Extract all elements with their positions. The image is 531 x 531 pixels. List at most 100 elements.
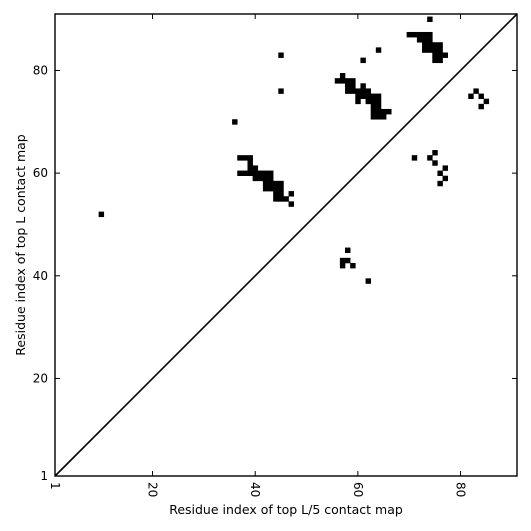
contact-point	[411, 155, 418, 161]
y-tick-label: 40	[33, 269, 48, 283]
contact-point	[375, 47, 382, 53]
contact-point	[278, 185, 284, 192]
contact-point	[262, 175, 269, 182]
plot-area	[54, 13, 518, 477]
contact-point	[268, 170, 274, 176]
contact-point	[262, 180, 269, 187]
contact-point	[432, 52, 438, 58]
contact-point	[370, 103, 377, 110]
contact-point	[427, 42, 433, 48]
contact-point	[247, 170, 253, 176]
contact-point	[416, 31, 423, 38]
contact-point	[278, 180, 284, 187]
contact-point	[422, 31, 428, 38]
contact-point	[442, 52, 448, 58]
contact-point	[350, 88, 356, 94]
contact-point	[432, 57, 438, 64]
contact-point	[478, 93, 484, 99]
contact-point	[427, 47, 433, 53]
contact-point	[437, 47, 443, 53]
y-tick-label: 60	[33, 166, 48, 180]
contact-point	[370, 98, 377, 105]
axes: 1 20 40 60 80 1 20 40 60 80	[33, 13, 518, 497]
contact-point	[375, 108, 382, 115]
contact-point	[437, 170, 443, 176]
contact-point	[422, 47, 428, 53]
contact-point	[350, 83, 356, 89]
contact-point	[252, 170, 259, 176]
contact-point	[375, 98, 382, 105]
contact-point	[98, 211, 105, 218]
contact-point	[473, 88, 479, 94]
contact-point	[437, 52, 443, 58]
contact-point	[432, 150, 438, 156]
contact-point	[375, 114, 382, 120]
contact-point	[252, 165, 259, 171]
contact-point	[339, 257, 346, 264]
contact-point	[437, 42, 443, 48]
x-axis-label: Residue index of top L/5 contact map	[169, 502, 403, 517]
contact-point	[278, 52, 284, 58]
contact-point	[478, 103, 484, 110]
contact-point	[262, 185, 269, 192]
contact-point	[232, 119, 238, 125]
plot-frame	[54, 13, 518, 477]
contact-point	[360, 88, 366, 94]
contact-point	[257, 170, 264, 176]
contact-point	[422, 42, 428, 48]
contact-point	[339, 78, 346, 84]
contact-point	[386, 108, 392, 115]
contact-point	[334, 78, 341, 84]
contact-point	[355, 98, 361, 105]
contact-point	[288, 191, 294, 197]
contact-point	[237, 170, 243, 176]
contact-point	[360, 83, 366, 89]
contact-point	[242, 155, 248, 161]
contact-point	[345, 88, 351, 94]
y-tick-label: 80	[33, 63, 48, 77]
x-tick-label: 80	[454, 482, 468, 497]
contact-point	[432, 47, 438, 53]
contact-point	[237, 155, 243, 161]
contact-point	[483, 98, 490, 105]
contact-point	[432, 160, 438, 166]
contact-point	[345, 247, 351, 253]
contact-point	[375, 93, 382, 99]
contact-point	[427, 155, 433, 161]
contact-point	[427, 37, 433, 43]
y-axis-label: Residue index of top L contact map	[13, 134, 28, 355]
diagonal-line	[54, 13, 518, 477]
x-tick-label: 60	[351, 482, 365, 497]
contact-point	[437, 57, 443, 64]
contact-point	[257, 175, 264, 182]
contact-point	[365, 278, 371, 284]
contact-point	[380, 114, 387, 120]
contact-point	[268, 185, 274, 192]
contact-point	[252, 175, 259, 182]
contact-point	[427, 16, 433, 22]
contact-points	[98, 16, 490, 284]
contact-point	[355, 88, 361, 94]
contact-point	[432, 42, 438, 48]
contact-point	[370, 93, 377, 99]
contact-point	[268, 175, 274, 182]
contact-point	[375, 103, 382, 110]
contact-point	[422, 37, 428, 43]
contact-point	[278, 88, 284, 94]
contact-point	[273, 180, 279, 187]
contact-point	[365, 98, 371, 105]
contact-point	[355, 93, 361, 99]
contact-point	[339, 73, 346, 79]
contact-point	[247, 155, 253, 161]
contact-point	[360, 57, 366, 64]
contact-point	[468, 93, 474, 99]
contact-point	[273, 185, 279, 192]
contact-point	[242, 170, 248, 176]
contact-point	[283, 196, 289, 202]
x-tick-label: 20	[146, 482, 160, 497]
contact-point	[247, 160, 253, 166]
contact-point	[339, 262, 346, 269]
contact-point	[247, 165, 253, 171]
contact-point	[262, 170, 269, 176]
